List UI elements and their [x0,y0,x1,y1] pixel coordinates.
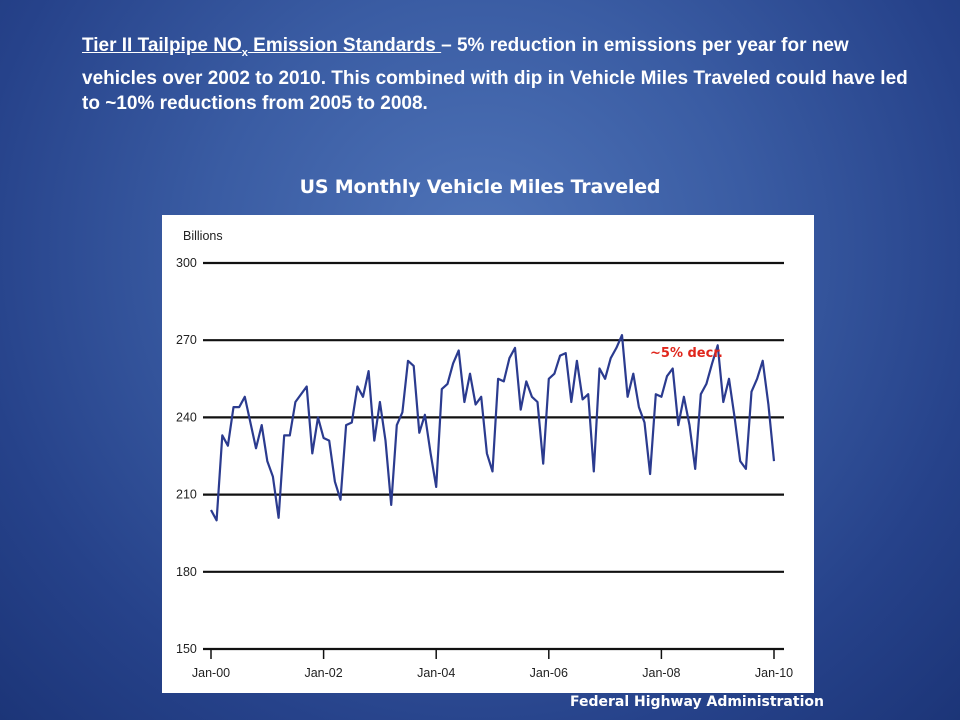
chart-annotation: ~5% decr. [650,346,723,361]
x-tick-labels: Jan-00 Jan-02 Jan-04 Jan-06 Jan-08 Jan-10 [192,649,793,680]
y-tick-label: 300 [176,256,197,270]
y-tick-label: 240 [176,410,197,424]
x-tick-label: Jan-02 [304,666,342,680]
x-tick-label: Jan-04 [417,666,455,680]
intro-nox-label: Tier II Tailpipe NO [82,35,242,56]
intro-underlined-lead: Tier II Tailpipe NOx Emission Standards [82,35,442,59]
y-tick-label: 180 [176,565,197,579]
x-tick-label: Jan-10 [755,666,793,680]
chart-title: US Monthly Vehicle Miles Traveled [299,176,661,198]
y-tick-label: 210 [176,488,197,502]
source-credit: Federal Highway Administration [570,694,824,710]
intro-subscript: x [241,46,248,59]
intro-underlined-tail: Emission Standards [247,35,442,56]
series-line [210,334,776,522]
intro-text: Tier II Tailpipe NOx Emission Standards … [82,33,922,116]
y-tick-labels: 150 180 210 240 270 300 [176,256,197,656]
intro-body: – 5% reduction in emissions per year for… [82,35,908,114]
plot-panel: 150 180 210 240 270 300 Jan-00 Jan-02 Jan-04 Jan… [162,215,814,693]
x-tick-label: Jan-00 [192,666,230,680]
y-tick-label: 270 [176,333,197,347]
y-tick-label: 150 [176,642,197,656]
x-tick-label: Jan-08 [642,666,680,680]
y-axis-label: Billions [183,229,223,243]
x-tick-label: Jan-06 [530,666,568,680]
